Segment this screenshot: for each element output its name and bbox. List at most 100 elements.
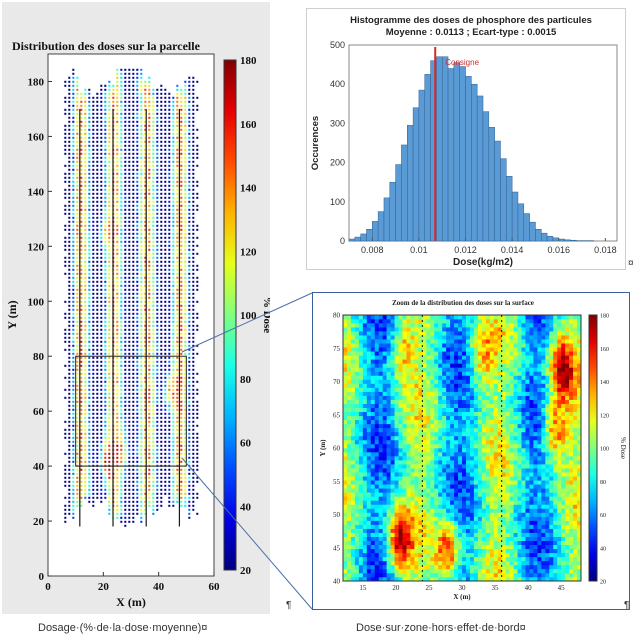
heatmap-cell <box>168 144 171 147</box>
heatmap-cell <box>132 480 135 483</box>
zoom-heatmap-cell <box>529 572 534 578</box>
heatmap-cell <box>156 136 159 139</box>
heatmap-cell <box>184 492 187 495</box>
heatmap-cell <box>72 516 75 519</box>
zoom-heatmap-cell <box>414 520 419 525</box>
zoom-heatmap-cell <box>343 500 348 505</box>
heatmap-cell <box>120 116 123 119</box>
heatmap-cell <box>164 488 167 491</box>
heatmap-cell <box>72 488 75 491</box>
heatmap-cell <box>72 420 75 423</box>
zoom-heatmap-cell <box>346 552 352 558</box>
heatmap-cell <box>156 100 159 103</box>
heatmap-cell <box>128 484 131 487</box>
zoom-heatmap-cell <box>434 528 439 533</box>
zoom-heatmap-cell <box>481 504 487 509</box>
zoom-heatmap-cell <box>446 532 451 537</box>
heatmap-cell <box>108 212 111 215</box>
zoom-heatmap-cell <box>525 528 530 533</box>
heatmap-cell <box>128 384 131 387</box>
heatmap-cell <box>116 308 119 311</box>
heatmap-cell <box>92 256 95 259</box>
heatmap-cell <box>132 296 135 299</box>
heatmap-cell <box>168 480 171 483</box>
zoom-heatmap-cell <box>430 512 435 517</box>
heatmap-cell <box>84 280 87 283</box>
heatmap-cell <box>192 428 195 431</box>
zoom-heatmap-cell <box>529 528 534 533</box>
heatmap-cell <box>116 508 119 511</box>
zoom-heatmap-cell <box>501 560 506 566</box>
heatmap-cell <box>84 144 87 147</box>
heatmap-cell <box>180 328 183 331</box>
zoom-heatmap-cell <box>481 496 487 501</box>
heatmap-cell <box>120 504 123 507</box>
zoom-heatmap-cell <box>565 516 570 521</box>
heatmap-cell <box>132 184 135 187</box>
heatmap-cell <box>176 200 179 203</box>
heatmap-cell <box>120 264 123 267</box>
heatmap-cell <box>92 468 95 471</box>
heatmap-cell <box>152 292 155 295</box>
heatmap-cell <box>136 168 139 171</box>
heatmap-cell <box>152 460 155 463</box>
heatmap-cell <box>176 452 179 455</box>
heatmap-cell <box>180 192 183 195</box>
heatmap-cell <box>96 172 99 175</box>
zoom-heatmap-cell <box>442 560 447 566</box>
zoom-heatmap-cell <box>362 552 368 558</box>
heatmap-cell <box>68 308 71 311</box>
heatmap-cell <box>164 364 167 367</box>
heatmap-cell <box>156 220 159 223</box>
heatmap-cell <box>184 236 187 239</box>
heatmap-cell <box>140 328 143 331</box>
heatmap-cell <box>68 184 71 187</box>
zoom-heatmap-cell <box>358 520 364 525</box>
zoom-heatmap-cell <box>410 520 415 525</box>
heatmap-cell <box>136 284 139 287</box>
heatmap-cell <box>76 216 79 219</box>
heatmap-cell <box>116 200 119 203</box>
heatmap-cell <box>128 364 131 367</box>
zoom-heatmap-cell <box>489 500 495 505</box>
heatmap-cell <box>92 152 95 155</box>
zoom-heatmap-cell <box>374 516 379 521</box>
zoom-heatmap-cell <box>398 512 403 517</box>
heatmap-cell <box>124 500 127 503</box>
heatmap-cell <box>164 116 167 119</box>
heatmap-cell <box>176 252 179 255</box>
heatmap-cell <box>160 368 163 371</box>
heatmap-cell <box>148 184 151 187</box>
zoom-heatmap-cell <box>485 524 491 529</box>
heatmap-cell <box>108 196 111 199</box>
heatmap-cell <box>164 272 167 275</box>
heatmap-cell <box>192 172 195 175</box>
heatmap-cell <box>144 284 147 287</box>
zoom-heatmap-cell <box>462 560 467 566</box>
heatmap-cell <box>120 460 123 463</box>
heatmap-cell <box>116 240 119 243</box>
zoom-heatmap-cell <box>434 548 439 554</box>
zoom-heatmap-cell <box>366 576 372 582</box>
heatmap-cell <box>192 368 195 371</box>
heatmap-cell <box>124 240 127 243</box>
heatmap-cell <box>192 328 195 331</box>
zoom-heatmap-cell <box>529 548 534 554</box>
heatmap-cell <box>96 260 99 263</box>
zoom-heatmap-cell <box>438 496 443 501</box>
zoom-heatmap-cell <box>454 544 459 550</box>
heatmap-cell <box>184 164 187 167</box>
zoom-heatmap-cell <box>469 572 475 578</box>
heatmap-cell <box>188 108 191 111</box>
heatmap-cell <box>92 420 95 423</box>
zoom-heatmap-cell <box>561 572 566 578</box>
heatmap-cell <box>188 144 191 147</box>
heatmap-cell <box>124 68 127 71</box>
heatmap-cell <box>140 404 143 407</box>
heatmap-cell <box>176 388 179 391</box>
heatmap-cell <box>164 144 167 147</box>
heatmap-cell <box>192 280 195 283</box>
heatmap-cell <box>164 276 167 279</box>
heatmap-cell <box>100 164 103 167</box>
heatmap-cell <box>100 488 103 491</box>
